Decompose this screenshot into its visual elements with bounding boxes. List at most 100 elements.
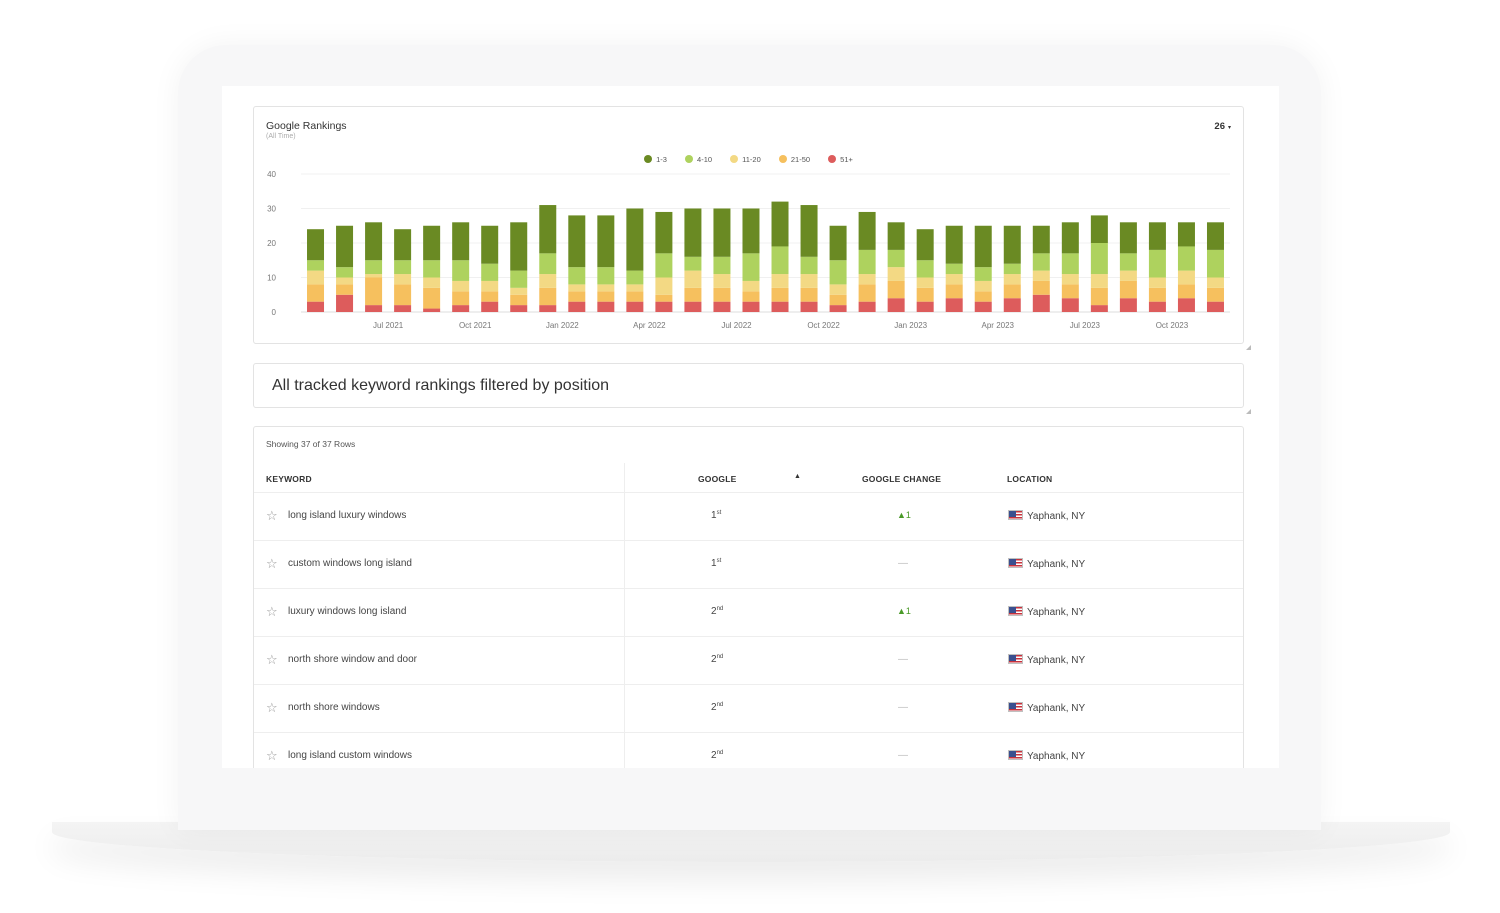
bar-segment-1-3 (626, 208, 644, 271)
rank-cell: 2nd (711, 750, 724, 761)
table-row[interactable]: ☆ north shore windows 2nd — Yaphank, NY (254, 685, 1243, 733)
bar-segment-1-3 (1032, 225, 1050, 254)
star-icon[interactable]: ☆ (266, 748, 278, 763)
bar-segment-4-10 (568, 267, 586, 285)
sort-asc-icon[interactable]: ▲ (794, 473, 802, 480)
bar-segment-4-10 (916, 260, 934, 278)
bar-segment-4-10 (481, 263, 499, 281)
resize-handle[interactable] (1246, 409, 1251, 414)
table-header: KEYWORD GOOGLE ▲ GOOGLE CHANGE LOCATION (254, 463, 1243, 493)
legend-item-11-20[interactable]: 11-20 (730, 155, 761, 164)
bar-segment-1-3 (887, 222, 905, 250)
location-cell: Yaphank, NY (1008, 750, 1085, 762)
bar-segment-4-10 (510, 270, 528, 288)
legend-item-1-3[interactable]: 1-3 (644, 155, 667, 164)
bar-segment-4-10 (684, 256, 702, 271)
bar-segment-51+ (1061, 298, 1079, 312)
star-icon[interactable]: ☆ (266, 700, 278, 715)
bar-segment-21-50 (423, 287, 441, 309)
rank-change-up-icon: ▲1 (897, 510, 911, 520)
bar-segment-21-50 (307, 284, 325, 302)
bar-segment-21-50 (1003, 284, 1021, 299)
keyword-cell: north shore window and door (288, 654, 417, 665)
count-dropdown[interactable]: 26 ▾ (1214, 121, 1231, 132)
bar-segment-51+ (452, 305, 470, 312)
location-cell: Yaphank, NY (1008, 606, 1085, 618)
table-row[interactable]: ☆ north shore window and door 2nd — Yaph… (254, 637, 1243, 685)
bar-segment-1-3 (742, 208, 760, 254)
bar-segment-1-3 (655, 211, 673, 254)
bar-segment-1-3 (713, 208, 731, 257)
keyword-cell: long island luxury windows (288, 510, 407, 521)
table-row[interactable]: ☆ long island luxury windows 1st ▲1 Yaph… (254, 493, 1243, 541)
bar-segment-1-3 (684, 208, 702, 257)
column-header-keyword[interactable]: KEYWORD (266, 474, 312, 484)
y-tick-label: 10 (267, 274, 276, 283)
table-row[interactable]: ☆ long island custom windows 2nd — Yapha… (254, 733, 1243, 768)
resize-handle[interactable] (1246, 345, 1251, 350)
legend-item-4-10[interactable]: 4-10 (685, 155, 712, 164)
bar-segment-51+ (800, 301, 818, 312)
column-header-google-change[interactable]: GOOGLE CHANGE (862, 474, 942, 484)
bar-segment-21-50 (742, 291, 760, 302)
x-tick-label: Jan 2023 (894, 321, 927, 330)
legend-item-51-plus[interactable]: 51+ (828, 155, 853, 164)
location-cell: Yaphank, NY (1008, 654, 1085, 666)
bar-segment-21-50 (800, 287, 818, 302)
rank-change-cell: — (898, 558, 908, 569)
bar-segment-21-50 (481, 291, 499, 302)
bar-segment-51+ (1119, 298, 1137, 312)
table-row[interactable]: ☆ luxury windows long island 2nd ▲1 Yaph… (254, 589, 1243, 637)
bar-segment-1-3 (423, 225, 441, 261)
bar-segment-21-50 (1206, 287, 1224, 302)
star-icon[interactable]: ☆ (266, 604, 278, 619)
bar-segment-11-20 (655, 277, 673, 295)
keywords-table-panel: Showing 37 of 37 Rows KEYWORD GOOGLE ▲ G… (253, 426, 1244, 768)
legend-dot-icon (730, 155, 739, 163)
bar-segment-4-10 (423, 260, 441, 278)
rank-cell: 2nd (711, 654, 724, 665)
bar-segment-11-20 (916, 277, 934, 288)
star-icon[interactable]: ☆ (266, 652, 278, 667)
bar-segment-51+ (771, 301, 789, 312)
bar-segment-11-20 (568, 284, 586, 292)
bar-segment-11-20 (858, 274, 876, 285)
bar-segment-11-20 (887, 267, 905, 281)
bar-segment-1-3 (1003, 225, 1021, 264)
rank-cell: 2nd (711, 606, 724, 617)
bar-segment-4-10 (655, 253, 673, 278)
star-icon[interactable]: ☆ (266, 508, 278, 523)
bar-segment-11-20 (394, 274, 412, 285)
bar-segment-51+ (713, 301, 731, 312)
bar-segment-21-50 (452, 291, 470, 306)
bar-segment-1-3 (597, 215, 615, 268)
bar-segment-11-20 (423, 277, 441, 288)
bar-segment-21-50 (539, 287, 557, 306)
bar-segment-51+ (1032, 294, 1050, 312)
bar-segment-4-10 (626, 270, 644, 285)
column-header-google[interactable]: GOOGLE (698, 474, 737, 484)
bar-segment-4-10 (742, 253, 760, 281)
filter-panel: All tracked keyword rankings filtered by… (253, 363, 1244, 408)
star-icon[interactable]: ☆ (266, 556, 278, 571)
legend-item-21-50[interactable]: 21-50 (778, 155, 810, 164)
x-tick-label: Oct 2022 (807, 321, 840, 330)
bar-segment-21-50 (887, 280, 905, 299)
table-row[interactable]: ☆ custom windows long island 1st — Yapha… (254, 541, 1243, 589)
bar-segment-51+ (1177, 298, 1195, 312)
bar-segment-4-10 (336, 267, 354, 278)
bar-segment-11-20 (307, 270, 325, 285)
bar-segment-21-50 (1032, 280, 1050, 295)
column-header-location[interactable]: LOCATION (1007, 474, 1053, 484)
bar-segment-51+ (1148, 301, 1166, 312)
bar-segment-4-10 (1177, 246, 1195, 271)
bar-segment-4-10 (394, 260, 412, 275)
bar-segment-1-3 (452, 222, 470, 261)
chart-subtitle: (All Time) (266, 133, 296, 140)
bar-segment-51+ (1206, 301, 1224, 312)
bar-segment-1-3 (829, 225, 847, 261)
bar-segment-1-3 (974, 225, 992, 268)
bar-segment-51+ (568, 301, 586, 312)
us-flag-icon (1008, 510, 1023, 520)
x-tick-label: Oct 2021 (459, 321, 492, 330)
